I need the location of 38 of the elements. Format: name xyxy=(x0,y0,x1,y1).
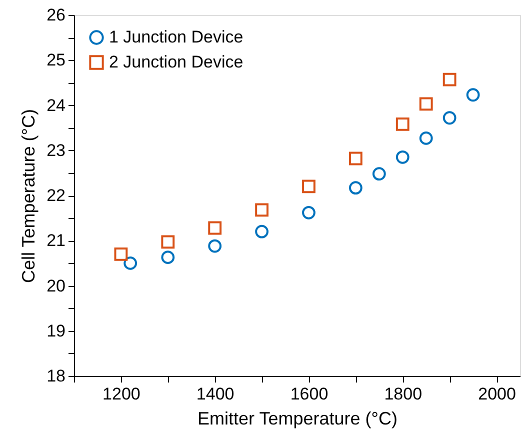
point xyxy=(466,88,480,102)
x-axis-title: Emitter Temperature (°C) xyxy=(198,408,398,428)
point xyxy=(442,111,456,125)
x-tick-label: 1200 xyxy=(102,384,140,404)
x-tick-label: 2000 xyxy=(478,384,516,404)
x-tick-label: 1800 xyxy=(384,384,422,404)
y-tick-label: 23 xyxy=(46,140,66,160)
point xyxy=(208,239,222,253)
point xyxy=(302,206,316,220)
point xyxy=(372,167,386,181)
point xyxy=(302,180,316,194)
y-tick-label: 22 xyxy=(46,186,66,205)
point xyxy=(442,72,456,86)
y-tick-label: 20 xyxy=(46,276,66,296)
y-tick-label: 21 xyxy=(46,231,66,250)
y-tick-label: 19 xyxy=(46,321,66,340)
point xyxy=(255,224,268,238)
point xyxy=(161,250,175,264)
point xyxy=(114,247,128,261)
legend-label: 1 Junction Device xyxy=(109,28,244,46)
point xyxy=(419,97,433,111)
point xyxy=(124,256,138,270)
legend-label: 2 Junction Device xyxy=(109,52,244,72)
point xyxy=(348,152,362,166)
point xyxy=(396,118,410,131)
y-tick-label: 18 xyxy=(46,366,66,386)
y-axis-title: Cell Temperature (°C) xyxy=(18,109,39,283)
point xyxy=(348,181,362,195)
y-tick-label: 24 xyxy=(46,96,66,115)
point xyxy=(208,221,222,235)
x-tick-label: 1400 xyxy=(196,384,234,404)
x-tick-label: 1600 xyxy=(290,384,328,404)
y-tick-label: 25 xyxy=(46,50,66,70)
point xyxy=(255,203,268,217)
point xyxy=(419,132,433,145)
point xyxy=(161,235,175,249)
point xyxy=(396,150,410,164)
y-tick-label: 26 xyxy=(46,6,66,24)
